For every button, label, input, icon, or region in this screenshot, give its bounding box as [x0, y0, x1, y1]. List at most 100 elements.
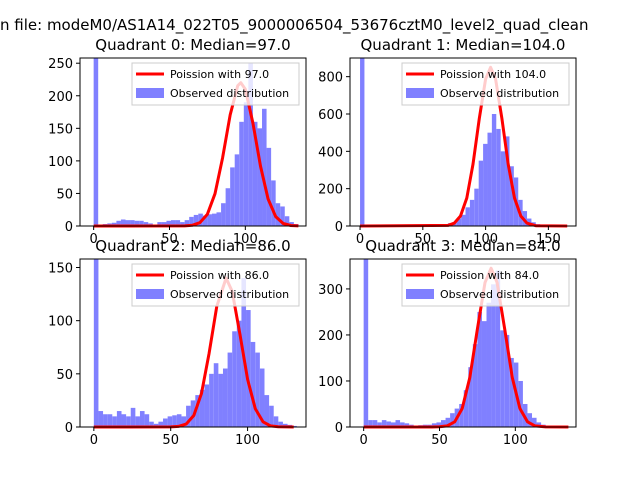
legend-line-label: Poission with 84.0	[440, 269, 539, 282]
histogram-bar	[504, 334, 510, 427]
histogram-bar	[193, 214, 199, 226]
subplot-title: Quadrant 1: Median=104.0	[361, 36, 566, 54]
histogram-bar	[257, 128, 263, 226]
histogram-bar	[500, 151, 506, 226]
histogram-bar	[158, 421, 164, 427]
histogram-bar	[171, 220, 176, 226]
x-tick-label: 150	[536, 232, 561, 247]
histogram-bar	[255, 352, 260, 427]
histogram-bar	[262, 108, 267, 226]
y-tick-label: 0	[65, 220, 73, 235]
y-tick-label: 250	[48, 57, 73, 72]
histogram-bar	[532, 417, 537, 427]
histogram-bar	[143, 222, 149, 226]
histogram-bar	[431, 423, 437, 427]
histogram-bar	[459, 403, 464, 427]
x-tick-label: 0	[360, 433, 368, 448]
histogram-bar	[509, 357, 514, 427]
subplot-title: Quadrant 2: Median=86.0	[95, 237, 290, 255]
histogram-bar	[180, 222, 185, 226]
y-tick-label: 0	[335, 421, 343, 436]
histogram-bar	[207, 214, 212, 226]
plot-area: 0 50 100 0 100 200 300	[318, 258, 577, 448]
histogram-bar	[184, 220, 190, 226]
axes-frame	[79, 258, 307, 428]
histogram-bar	[284, 216, 290, 226]
legend-hist-swatch	[406, 88, 434, 98]
histogram-bar	[273, 416, 279, 427]
y-tick-label: 600	[318, 108, 343, 123]
y-tick-label: 200	[318, 329, 343, 344]
legend-hist-swatch	[136, 289, 164, 299]
histogram-bar	[236, 320, 242, 427]
histogram-bar	[368, 420, 373, 427]
histogram-bar	[230, 167, 235, 226]
histogram-bar	[377, 422, 382, 427]
y-tick-label: 0	[65, 421, 73, 436]
histogram-bar	[469, 199, 475, 226]
axes-frame	[79, 57, 307, 227]
y-tick-label: 150	[48, 122, 73, 137]
histogram-bar	[390, 422, 396, 427]
histogram-bar	[239, 121, 244, 226]
histogram-bar	[395, 420, 401, 427]
x-tick-label: 100	[473, 232, 498, 247]
legend: Poission with 84.0 Observed distribution	[401, 263, 570, 307]
axes-frame	[349, 258, 577, 428]
y-tick-label: 300	[318, 283, 343, 298]
histogram-bar	[483, 143, 488, 226]
x-tick-label: 100	[503, 433, 528, 448]
histogram-bar	[468, 367, 473, 427]
histogram-bar	[264, 395, 270, 427]
histogram-bar	[491, 284, 496, 427]
histogram-bar	[199, 389, 205, 427]
plot-area: 0 50 100 0 50 100 150 200 250	[48, 57, 307, 247]
histogram-bar	[149, 421, 154, 427]
legend-line-label: Poission with 86.0	[170, 269, 269, 282]
histogram-bar	[153, 423, 159, 427]
histogram-bar	[536, 422, 542, 427]
subplot-quadrant-1: Quadrant 1: Median=104.0 0 50 100 150 0 200 40…	[318, 36, 577, 247]
x-tick-label: 50	[161, 232, 178, 247]
histogram-bar	[372, 420, 378, 427]
histogram-bar	[135, 416, 140, 427]
histogram-bar	[527, 218, 532, 226]
histogram-bar	[103, 414, 108, 427]
y-tick-label: 400	[318, 145, 343, 160]
legend-hist-label: Observed distribution	[440, 87, 559, 100]
histogram-bar	[157, 222, 162, 226]
subplot-title: Quadrant 0: Median=97.0	[95, 36, 290, 54]
x-tick-label: 0	[90, 433, 98, 448]
y-tick-label: 100	[318, 375, 343, 390]
legend: Poission with 104.0 Observed distributio…	[401, 62, 570, 106]
histogram-bar	[216, 212, 222, 226]
histogram-bar	[246, 310, 251, 427]
histogram-bar	[98, 411, 104, 427]
legend: Poission with 97.0 Observed distribution	[131, 62, 300, 106]
histogram-bar	[280, 206, 285, 226]
subplot-quadrant-2: Quadrant 2: Median=86.0 0 50 100050100150 …	[48, 237, 307, 448]
figure-suptitle: n file: modeM0/AS1A14_022T05_9000006504_…	[0, 16, 589, 35]
histogram-bar	[266, 147, 272, 226]
histogram-bar	[125, 220, 131, 226]
histogram-bar	[161, 222, 167, 226]
legend-hist-swatch	[136, 88, 164, 98]
histogram-bar	[472, 344, 478, 427]
histogram-bar	[121, 414, 127, 427]
histogram-bar	[278, 421, 283, 427]
y-tick-label: 800	[318, 71, 343, 86]
histogram-bar	[163, 418, 168, 427]
histogram-bar	[478, 160, 484, 226]
histogram-bar	[360, 58, 365, 226]
histogram-bar	[252, 121, 258, 226]
histogram-bar	[211, 213, 217, 226]
histogram-bar	[404, 423, 410, 427]
histogram-bar	[225, 188, 231, 226]
histogram-bar	[461, 214, 466, 226]
histogram-bar	[112, 416, 117, 427]
histogram-bar	[456, 218, 462, 226]
histogram-bar	[441, 420, 446, 427]
histogram-bar	[400, 422, 405, 427]
histogram-bar	[292, 425, 297, 427]
